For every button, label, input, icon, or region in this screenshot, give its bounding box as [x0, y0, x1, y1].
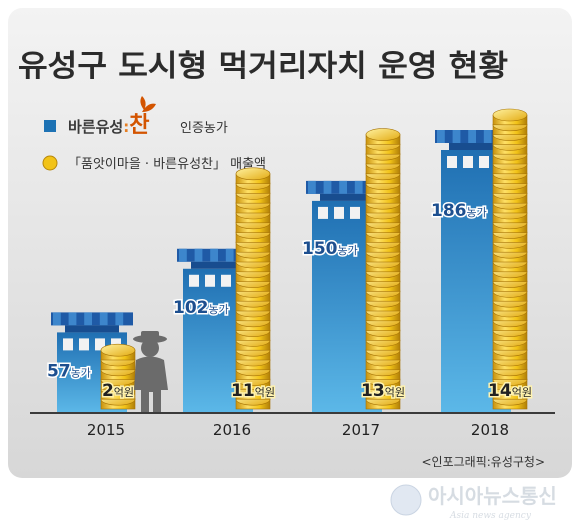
- roof-stripe: [354, 180, 363, 194]
- legend-series1-suffix: 인증농가: [180, 121, 228, 136]
- roof-stripe: [115, 312, 124, 326]
- roof-stripe: [483, 130, 492, 143]
- sales-value: 14: [488, 381, 512, 401]
- building-window: [79, 338, 89, 351]
- building-window: [447, 156, 457, 168]
- watermark: 아시아뉴스통신 Asia news agency: [390, 484, 557, 521]
- roof-stripe: [339, 180, 347, 194]
- legend-brand-text: 바른유성:찬: [68, 113, 149, 138]
- roof-stripe: [437, 130, 445, 143]
- x-tick-label-2017: 2017: [342, 421, 380, 439]
- coin-face: [100, 343, 136, 357]
- x-tick-label-2015: 2015: [87, 421, 125, 439]
- building-eave: [191, 261, 245, 269]
- sales-coin-stack-2015: 2억원: [100, 343, 136, 410]
- legend-brand-colon: :: [123, 118, 129, 136]
- source-credit: <인포그래픽:유성구청>: [421, 455, 545, 469]
- roof-stripe: [225, 248, 234, 262]
- leaf-icon: [140, 96, 156, 112]
- roof-stripe: [53, 312, 61, 326]
- sales-label: 14억원: [488, 381, 532, 401]
- sales-label: 13억원: [361, 381, 405, 401]
- building-window: [205, 274, 215, 287]
- farm-count-unit: 농가: [209, 303, 229, 316]
- watermark-logo: [390, 484, 422, 516]
- roof-stripe: [210, 248, 218, 262]
- farm-count-label: 57농가: [47, 361, 91, 381]
- sales-label: 11억원: [231, 381, 275, 401]
- legend-brand-prefix: 바른유성: [68, 118, 123, 136]
- legend-coin-swatch: [42, 155, 58, 171]
- sales-unit: 억원: [114, 386, 134, 399]
- farm-count-value: 150: [302, 239, 338, 259]
- roof-stripe: [179, 248, 187, 262]
- roof-stripe: [99, 312, 108, 326]
- building-window: [334, 206, 344, 219]
- farm-count-unit: 농가: [71, 366, 91, 379]
- farmer-figure: [133, 331, 168, 413]
- legend-brand-char: 찬: [129, 113, 149, 138]
- legend: 바른유성:찬 인증농가 「품앗이마을 · 바른유성찬」 매출액: [42, 96, 266, 172]
- legend-building-swatch: [44, 120, 56, 132]
- roof-stripe: [468, 130, 476, 143]
- building-window: [350, 206, 360, 219]
- roof-stripe: [323, 180, 332, 194]
- sales-value: 13: [361, 381, 385, 401]
- x-tick-label-2016: 2016: [213, 421, 251, 439]
- sales-unit: 억원: [255, 386, 275, 399]
- sales-value: 11: [231, 381, 255, 401]
- watermark-english: Asia news agency: [449, 511, 532, 521]
- coin-face: [365, 128, 401, 141]
- watermark-name: 아시아뉴스통신: [428, 484, 557, 508]
- building-window: [63, 338, 73, 351]
- farm-count-value: 102: [173, 298, 209, 318]
- building-window: [189, 274, 199, 287]
- sales-unit: 억원: [385, 386, 405, 399]
- building-window: [318, 206, 328, 219]
- sales-coin-stack-2018: 14억원: [487, 108, 533, 410]
- coin-face: [492, 108, 528, 122]
- sales-coin-stack-2016: 11억원: [230, 167, 276, 410]
- building-window: [479, 156, 489, 168]
- chart-marks: 57농가2억원2015102농가11억원2016150농가13억원2017186…: [46, 108, 533, 439]
- x-tick-label-2018: 2018: [471, 421, 509, 439]
- farm-count-value: 57: [47, 361, 71, 381]
- building-eave: [449, 143, 503, 150]
- building-eave: [65, 325, 119, 333]
- roof-stripe: [452, 130, 461, 143]
- sales-label: 2억원: [102, 381, 134, 401]
- farm-count-value: 186: [431, 201, 467, 221]
- sales-unit: 억원: [512, 386, 532, 399]
- farm-count-label: 186농가: [431, 201, 487, 221]
- building-window: [221, 274, 231, 287]
- coin-face: [235, 167, 271, 181]
- farm-count-unit: 농가: [338, 244, 358, 257]
- roof-stripe: [68, 312, 77, 326]
- sales-value: 2: [102, 381, 114, 401]
- farm-count-label: 102농가: [173, 298, 229, 318]
- building-window: [95, 338, 105, 351]
- farm-count-label: 150농가: [302, 239, 358, 259]
- roof-stripe: [194, 248, 203, 262]
- roof-stripe: [84, 312, 92, 326]
- legend-series2-label: 「품앗이마을 · 바른유성찬」 매출액: [68, 157, 266, 172]
- farm-count-unit: 농가: [467, 206, 487, 219]
- sales-coin-stack-2017: 13억원: [360, 128, 406, 410]
- building-eave: [320, 193, 374, 201]
- roof-stripe: [308, 180, 316, 194]
- building-window: [463, 156, 473, 168]
- chart-title: 유성구 도시형 먹거리자치 운영 현황: [18, 49, 508, 84]
